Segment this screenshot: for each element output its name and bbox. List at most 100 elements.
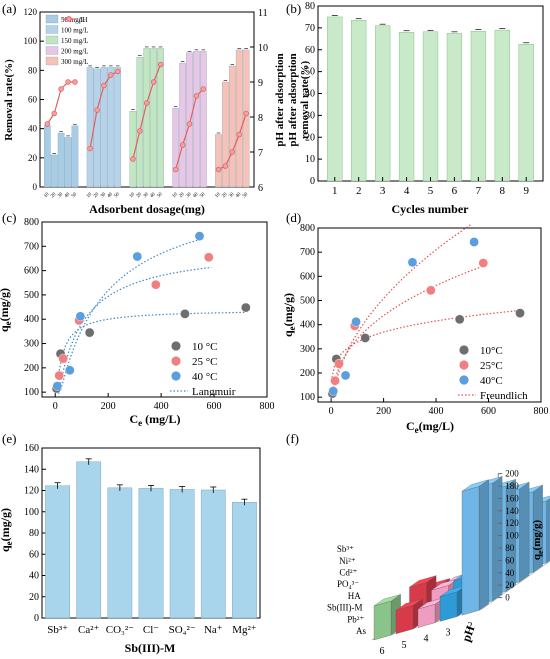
d-legend-marker: [459, 345, 469, 355]
a-xtick-label: 10: [215, 192, 222, 199]
d-xtick-label: 200: [376, 406, 391, 417]
panel-d-points: [327, 237, 525, 399]
a-xtick-label: 50: [242, 192, 249, 199]
a-ytick-label: 100: [24, 36, 38, 46]
d-fit-curve: [331, 264, 487, 399]
d-data-point: [478, 258, 489, 268]
panel-d-legend: 10°C 25°C 40°C Freundlich: [458, 345, 528, 402]
c-ytick-label: 500: [24, 290, 39, 301]
d-data-point: [515, 308, 525, 318]
d-data-point: [407, 257, 418, 268]
b-ytick-label: 30: [305, 110, 315, 121]
e-xtick-label: Ca²⁺: [78, 624, 100, 636]
c-ytick-label: 100: [24, 387, 39, 398]
e-xtick-label: SO₄²⁻: [169, 624, 196, 636]
d-data-point: [469, 237, 479, 247]
panel-f-ph-labels: 6 5 4 3 2: [380, 621, 473, 657]
a-xtick-label: 40: [192, 192, 199, 199]
b-bar: [518, 44, 534, 182]
a-bar: [172, 108, 180, 188]
e-bar: [232, 501, 257, 619]
e-ytick-label: 20: [29, 592, 39, 603]
d-data-point: [426, 285, 436, 296]
f-bar-side: [519, 481, 530, 583]
panel-c-label: (c): [2, 210, 16, 225]
c-ytick-label: 400: [24, 314, 39, 325]
f-bar-side: [492, 476, 503, 602]
e-xtick-label: Cl⁻: [143, 624, 159, 636]
a-bar: [136, 57, 144, 188]
b-bar: [351, 20, 367, 182]
f-ztick-label: 20: [505, 580, 515, 590]
a-ph-point: [114, 68, 121, 75]
d-legend-label: 10°C: [480, 345, 503, 357]
a-ph-point: [229, 149, 236, 155]
e-ytick-label: 120: [24, 486, 39, 497]
a-xtick-label: 20: [136, 192, 143, 199]
a-legend-label: 300 mg/L: [61, 58, 88, 66]
d-ytick-label: 200: [300, 368, 315, 379]
c-legend-marker: [171, 371, 181, 381]
b-xtick-label: 4: [404, 185, 410, 197]
f-bar-front: [439, 591, 458, 622]
b-xtick-label: 5: [428, 185, 434, 197]
b-bar: [470, 30, 486, 182]
f-row-label: PO₄³⁻: [337, 579, 359, 589]
panel-e-y-ticks: 0 20 40 60 80 100 120 140 160: [24, 443, 46, 624]
c-fit-curve: [58, 311, 246, 371]
f-ph-label: 3: [446, 627, 451, 638]
c-legend-marker: [171, 356, 181, 366]
panel-d-frame: [317, 227, 542, 403]
c-data-point: [54, 370, 65, 381]
c-data-point: [241, 302, 251, 313]
a-xtick-label: 30: [228, 192, 235, 199]
a-xtick-label: 30: [57, 192, 64, 199]
a-ph-point: [94, 107, 100, 113]
e-ytick-label: 100: [24, 507, 39, 518]
a-ph-point: [157, 61, 164, 68]
panel-f-row-labels: As Pb²⁺Sb(III)-M HA PO₄³⁻Cd²⁺ Ni²⁺ Sb³⁺: [327, 544, 366, 636]
a-bar: [200, 51, 207, 188]
a-ytick-label: 40: [28, 124, 38, 134]
panel-f-ph-axis-label: pH: [459, 623, 478, 643]
a-ph-point: [51, 110, 57, 117]
panel-a-xlabel: Adsorbent dosage(mg): [89, 202, 205, 216]
a-legend-label: pH: [79, 16, 88, 24]
a-xtick-label: 20: [179, 192, 186, 199]
f-ztick-label: 80: [505, 543, 515, 553]
a-bar: [157, 48, 164, 188]
b-ytick-label: 50: [305, 67, 315, 78]
panel-a-x-ticks: 10 20 30 40 50 10 20 30 40 50 10 20 30 40 50 10 20 30 40 50…: [43, 192, 249, 199]
e-bar: [200, 489, 226, 619]
panel-c: (c) 100 200 300 400 500 600 700 800 0 200 400 600 8…: [0, 210, 275, 428]
f-row-label: Pb²⁺: [347, 614, 364, 624]
panel-c-frame: [41, 221, 268, 398]
b-ytick-label: 40: [305, 89, 315, 100]
a-ph-point: [137, 128, 143, 134]
e-ytick-label: 40: [29, 571, 39, 582]
b-ytick-label: 20: [305, 132, 315, 143]
a-legend-swatch: [45, 46, 59, 55]
a-xtick-label: 50: [199, 192, 206, 199]
b-bar: [494, 29, 510, 182]
f-ph-label: 2: [468, 621, 473, 632]
a-xtick-label: 30: [100, 192, 107, 199]
a-xtick-label: 50: [114, 192, 121, 199]
e-xtick-label: Sb³⁺: [47, 624, 68, 636]
c-data-point: [132, 251, 143, 262]
d-data-point: [334, 359, 344, 369]
a-legend-label: 150 mg/L: [61, 37, 88, 45]
a-bar: [235, 49, 243, 188]
panel-d-label: (d): [286, 210, 301, 225]
panel-a-y2-ticks: 6 7 8 9 10 11: [250, 8, 268, 194]
panel-b-x-ticks: 1 2 3 4 5 6 7 8 9: [332, 177, 529, 197]
panel-a-ph-lines: [44, 61, 249, 173]
e-xtick-label: Na⁺: [204, 624, 223, 636]
a-xtick-label: 40: [107, 192, 114, 199]
a-ph-point: [72, 79, 78, 85]
panel-b-label: (b): [286, 1, 301, 16]
d-xtick-label: 0: [329, 406, 334, 417]
panel-c-fit-curves: [58, 237, 246, 394]
a-ytick-label: 60: [28, 95, 38, 105]
c-data-point: [58, 353, 68, 364]
